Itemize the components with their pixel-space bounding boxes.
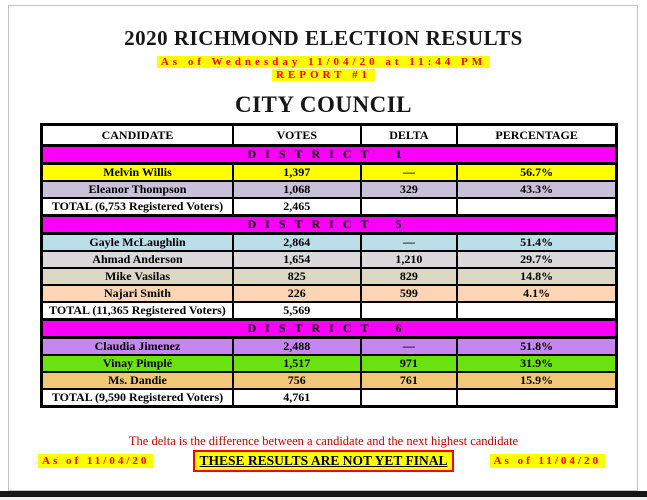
total-delta-empty-cell	[359, 301, 459, 321]
candidate-row: Eleanor Thompson 1,068 329 43.3%	[40, 180, 618, 199]
district-band-row: DISTRICT 1	[40, 144, 618, 165]
delta-cell: 829	[359, 267, 459, 286]
column-header-votes: VOTES	[231, 123, 362, 147]
candidate-row: Ms. Dandie 756 761 15.9%	[40, 371, 618, 390]
district-label: DISTRICT	[247, 217, 378, 231]
delta-cell: 761	[359, 371, 459, 390]
total-percentage-empty-cell	[456, 388, 618, 408]
district-band-row: DISTRICT 5	[40, 214, 618, 235]
votes-cell: 226	[231, 284, 362, 303]
candidate-cell: Ms. Dandie	[40, 371, 234, 390]
candidate-row: Ahmad Anderson 1,654 1,210 29.7%	[40, 250, 618, 269]
votes-cell: 2,864	[231, 232, 362, 252]
district-band-row: DISTRICT 6	[40, 318, 618, 339]
votes-cell: 1,068	[231, 180, 362, 199]
pct-cell: 51.4%	[456, 232, 618, 252]
district-number: 5	[395, 217, 411, 231]
delta-cell: —	[359, 232, 459, 252]
district-label: DISTRICT	[247, 147, 378, 161]
district-band-cell: DISTRICT 1	[40, 144, 618, 165]
delta-cell: —	[359, 162, 459, 182]
asof-header-line: As of Wednesday 11/04/20 at 11:44 PM	[0, 52, 647, 70]
report-number-highlight: REPORT #1	[271, 69, 375, 81]
delta-cell: 329	[359, 180, 459, 199]
district-label: DISTRICT	[247, 321, 378, 335]
district-number: 6	[395, 321, 411, 335]
pct-cell: 4.1%	[456, 284, 618, 303]
total-percentage-empty-cell	[456, 301, 618, 321]
candidate-row: Mike Vasilas 825 829 14.8%	[40, 267, 618, 286]
candidate-row: Vinay Pimplé 1,517 971 31.9%	[40, 354, 618, 373]
candidate-cell: Vinay Pimplé	[40, 354, 234, 373]
candidate-cell: Najari Smith	[40, 284, 234, 303]
candidate-row: Gayle McLaughlin 2,864—51.4%	[40, 232, 618, 252]
pct-cell: 15.9%	[456, 371, 618, 390]
candidate-cell: Claudia Jimenez	[40, 336, 234, 356]
results-table: CANDIDATE VOTES DELTA PERCENTAGE DISTRIC…	[40, 123, 618, 408]
votes-cell: 1,654	[231, 250, 362, 269]
total-votes-cell: 5,569	[231, 301, 362, 321]
asof-footer-right: As of 11/04/20	[489, 454, 605, 468]
candidate-cell: Gayle McLaughlin	[40, 232, 234, 252]
pct-cell: 14.8%	[456, 267, 618, 286]
report-title: 2020 RICHMOND ELECTION RESULTS	[124, 26, 523, 50]
district-band-cell: DISTRICT 6	[40, 318, 618, 339]
total-label-cell: TOTAL (6,753 Registered Voters)	[40, 197, 234, 217]
total-label-cell: TOTAL (9,590 Registered Voters)	[40, 388, 234, 408]
pct-cell: 43.3%	[456, 180, 618, 199]
candidate-cell: Melvin Willis	[40, 162, 234, 182]
candidate-row: Melvin Willis 1,397—56.7%	[40, 162, 618, 182]
votes-cell: 2,488	[231, 336, 362, 356]
column-header-percentage: PERCENTAGE	[456, 123, 618, 147]
report-number-line: REPORT #1	[0, 65, 647, 83]
asof-header-highlight: As of Wednesday 11/04/20 at 11:44 PM	[156, 56, 491, 68]
pct-cell: 56.7%	[456, 162, 618, 182]
district-total-row: TOTAL (6,753 Registered Voters) 2,465	[40, 197, 618, 217]
delta-cell: 971	[359, 354, 459, 373]
candidate-cell: Ahmad Anderson	[40, 250, 234, 269]
not-final-notice: THESE RESULTS ARE NOT YET FINAL	[192, 450, 455, 472]
delta-cell: 599	[359, 284, 459, 303]
total-percentage-empty-cell	[456, 197, 618, 217]
table-header-row: CANDIDATE VOTES DELTA PERCENTAGE	[40, 123, 618, 147]
district-total-row: TOTAL (9,590 Registered Voters) 4,761	[40, 388, 618, 408]
viewport-bottom-margin	[0, 497, 647, 500]
results-table-body: DISTRICT 1 Melvin Willis 1,397—56.7% Eleanor…	[40, 144, 618, 408]
district-number: 1	[395, 147, 411, 161]
column-header-candidate: CANDIDATE	[40, 123, 234, 147]
column-header-delta: DELTA	[359, 123, 459, 147]
pct-cell: 51.8%	[456, 336, 618, 356]
total-votes-cell: 2,465	[231, 197, 362, 217]
candidate-row: Najari Smith 226 599 4.1%	[40, 284, 618, 303]
pct-cell: 31.9%	[456, 354, 618, 373]
delta-cell: —	[359, 336, 459, 356]
pct-cell: 29.7%	[456, 250, 618, 269]
total-delta-empty-cell	[359, 388, 459, 408]
district-band-cell: DISTRICT 5	[40, 214, 618, 235]
votes-cell: 825	[231, 267, 362, 286]
asof-footer-left: As of 11/04/20	[38, 454, 154, 468]
candidate-cell: Mike Vasilas	[40, 267, 234, 286]
delta-explanation-note: The delta is the difference between a ca…	[128, 434, 519, 448]
votes-cell: 1,517	[231, 354, 362, 373]
total-label-cell: TOTAL (11,365 Registered Voters)	[40, 301, 234, 321]
total-votes-cell: 4,761	[231, 388, 362, 408]
votes-cell: 1,397	[231, 162, 362, 182]
total-delta-empty-cell	[359, 197, 459, 217]
votes-cell: 756	[231, 371, 362, 390]
candidate-row: Claudia Jimenez 2,488—51.8%	[40, 336, 618, 356]
viewport-bottom-edge	[0, 491, 647, 497]
delta-cell: 1,210	[359, 250, 459, 269]
section-title: CITY COUNCIL	[234, 92, 413, 117]
district-total-row: TOTAL (11,365 Registered Voters) 5,569	[40, 301, 618, 321]
candidate-cell: Eleanor Thompson	[40, 180, 234, 199]
